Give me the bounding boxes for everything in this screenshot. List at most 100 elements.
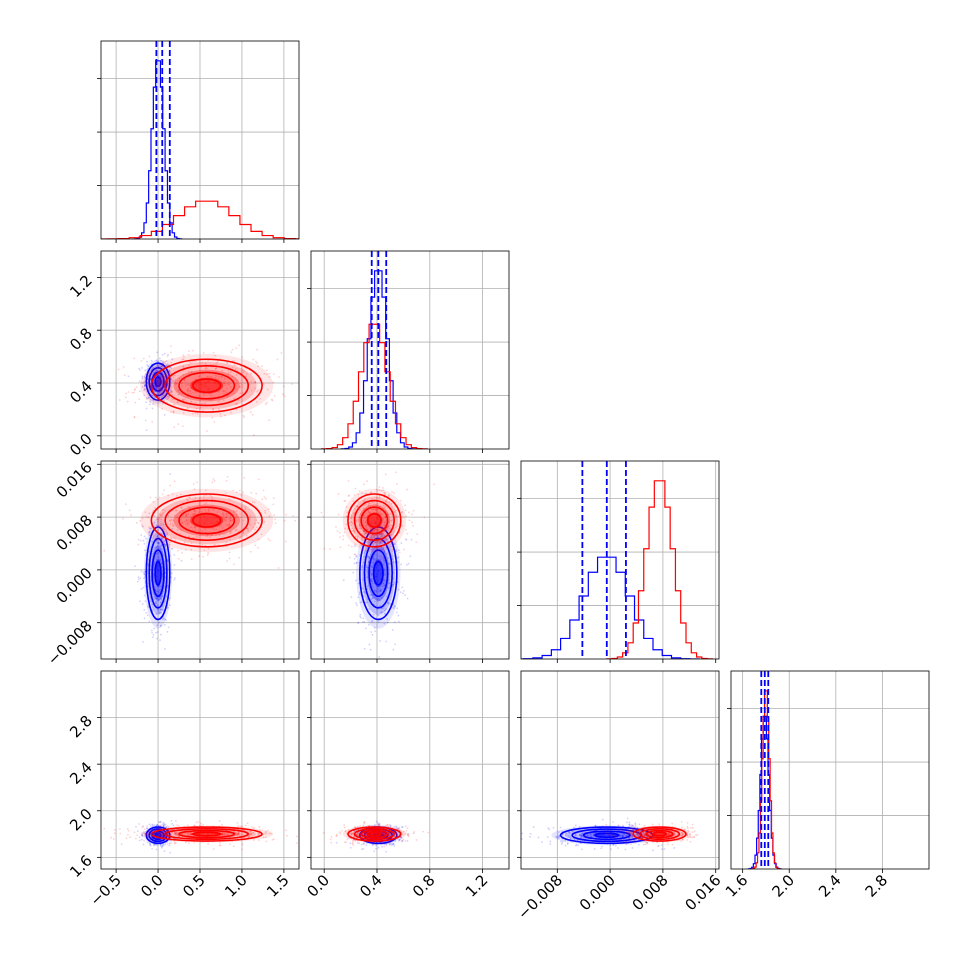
sample-point bbox=[152, 385, 155, 388]
sample-point bbox=[386, 618, 389, 620]
sample-point bbox=[161, 609, 164, 611]
sample-point bbox=[187, 392, 190, 395]
sample-point bbox=[90, 837, 92, 839]
sample-point bbox=[235, 491, 238, 494]
sample-point bbox=[146, 364, 149, 366]
sample-point bbox=[158, 385, 161, 388]
sample-point bbox=[427, 831, 430, 834]
sample-point bbox=[356, 535, 359, 538]
sample-point bbox=[133, 391, 136, 394]
sample-point bbox=[159, 625, 162, 627]
sample-point bbox=[137, 578, 140, 581]
sample-point bbox=[358, 842, 361, 845]
sample-point bbox=[194, 360, 196, 363]
sample-point bbox=[693, 835, 695, 838]
sample-point bbox=[213, 479, 216, 482]
sample-point bbox=[571, 830, 574, 833]
sample-point bbox=[375, 547, 378, 549]
sample-point bbox=[189, 401, 192, 404]
sample-point bbox=[160, 585, 163, 588]
sample-point bbox=[364, 492, 367, 495]
sample-point bbox=[177, 423, 180, 425]
sample-point bbox=[363, 504, 366, 507]
sample-point bbox=[371, 582, 374, 585]
sample-point bbox=[386, 512, 389, 514]
sample-point bbox=[379, 588, 382, 591]
sample-point bbox=[557, 831, 560, 833]
contour-line bbox=[178, 506, 236, 535]
sample-point bbox=[245, 372, 248, 375]
sample-point bbox=[364, 520, 367, 523]
sample-point bbox=[163, 394, 166, 397]
sample-point bbox=[159, 558, 162, 561]
sample-point bbox=[157, 542, 160, 545]
sample-point bbox=[361, 517, 364, 519]
sample-point bbox=[186, 824, 189, 827]
sample-point bbox=[358, 524, 361, 527]
sample-point bbox=[377, 508, 380, 511]
sample-point bbox=[198, 555, 201, 557]
sample-point bbox=[159, 364, 162, 367]
sample-point bbox=[157, 542, 160, 545]
sample-point bbox=[239, 392, 242, 395]
sample-point bbox=[171, 527, 174, 530]
sample-point bbox=[177, 389, 180, 392]
sample-point bbox=[373, 590, 376, 593]
sample-point bbox=[190, 371, 193, 373]
sample-point bbox=[166, 833, 169, 835]
sample-point bbox=[149, 843, 152, 846]
sample-point bbox=[415, 541, 418, 544]
sample-point bbox=[142, 571, 145, 574]
sample-point bbox=[187, 832, 190, 835]
sample-point bbox=[388, 501, 391, 503]
sample-point bbox=[628, 837, 631, 840]
sample-point bbox=[172, 410, 175, 413]
sample-point bbox=[160, 359, 163, 362]
sample-point bbox=[396, 607, 399, 610]
sample-point bbox=[189, 360, 192, 363]
sample-point bbox=[352, 832, 354, 835]
sample-point bbox=[260, 533, 263, 536]
sample-point bbox=[156, 824, 159, 826]
sample-point bbox=[372, 585, 374, 588]
sample-point bbox=[390, 533, 392, 536]
sample-point bbox=[248, 834, 251, 837]
sample-point bbox=[157, 524, 160, 527]
sample-point bbox=[153, 390, 156, 393]
sample-point bbox=[142, 539, 145, 542]
sample-point bbox=[148, 531, 151, 534]
sample-point bbox=[249, 550, 252, 553]
sample-point bbox=[345, 830, 347, 832]
sample-point bbox=[155, 613, 158, 615]
sample-point bbox=[237, 831, 240, 834]
sample-point bbox=[574, 824, 577, 827]
sample-point bbox=[381, 611, 383, 613]
sample-point bbox=[150, 840, 153, 843]
sample-point bbox=[171, 524, 174, 527]
sample-point bbox=[406, 833, 409, 835]
sample-point bbox=[228, 557, 231, 560]
sample-point bbox=[234, 832, 237, 835]
sample-point bbox=[168, 377, 171, 380]
sample-point bbox=[338, 831, 341, 834]
sample-point bbox=[186, 388, 189, 391]
sample-point bbox=[387, 573, 390, 576]
sample-point bbox=[164, 563, 167, 566]
sample-point bbox=[158, 392, 161, 394]
sample-point bbox=[178, 824, 180, 827]
sample-point bbox=[235, 374, 238, 376]
sample-point bbox=[160, 832, 163, 835]
sample-point bbox=[362, 587, 364, 590]
sample-point bbox=[206, 375, 209, 378]
sample-point bbox=[155, 369, 158, 372]
sample-point bbox=[145, 429, 148, 432]
sample-point bbox=[252, 839, 255, 842]
sample-point bbox=[383, 584, 385, 587]
sample-point bbox=[219, 412, 222, 415]
sample-point bbox=[171, 393, 174, 396]
sample-point bbox=[261, 365, 263, 367]
sample-point bbox=[217, 532, 220, 535]
sample-point bbox=[165, 563, 168, 566]
sample-point bbox=[387, 832, 390, 835]
sample-point bbox=[371, 594, 374, 597]
